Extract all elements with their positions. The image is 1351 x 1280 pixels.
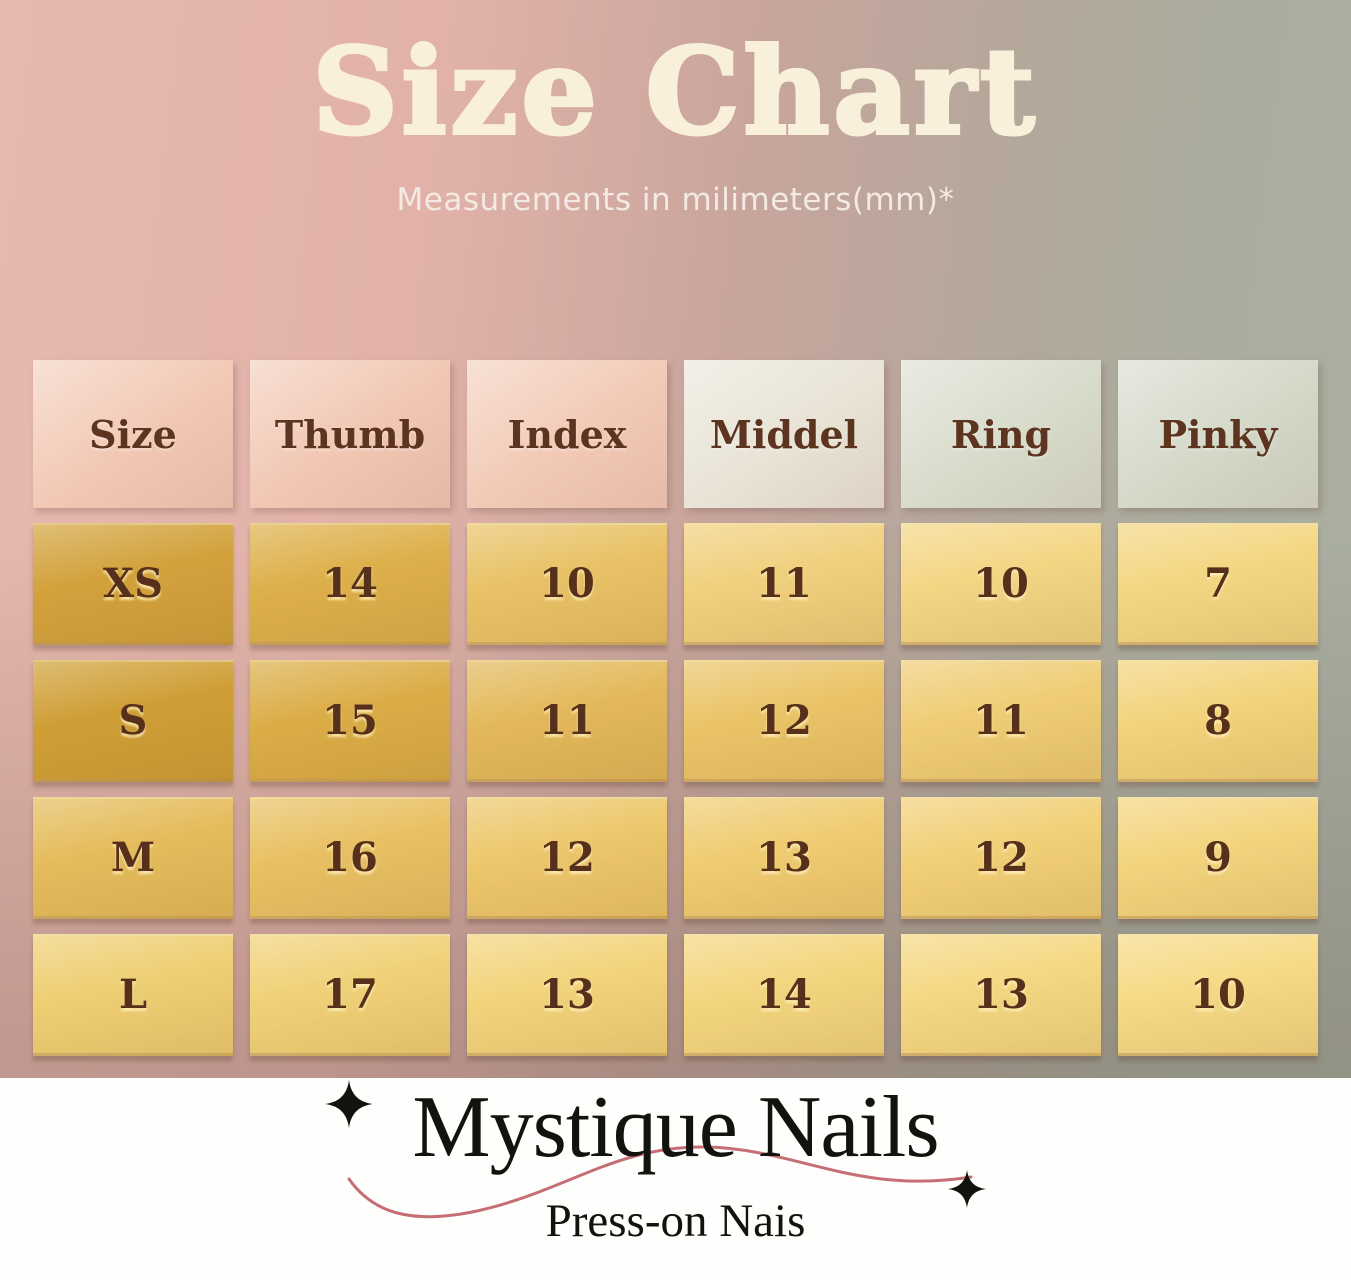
cell-xs-thumb: 14 (250, 523, 450, 645)
brand-tagline: Press-on Nais (545, 1195, 806, 1247)
cell-xs-middle: 11 (684, 523, 884, 645)
cell-l-thumb: 17 (250, 934, 450, 1056)
sparkle-icon (325, 1080, 373, 1128)
size-table: Size Thumb Index Middel Ring Pinky XS 14… (33, 360, 1318, 1056)
cell-m-index: 12 (467, 797, 667, 919)
cell-l-middle: 14 (684, 934, 884, 1056)
cell-l-index: 13 (467, 934, 667, 1056)
cell-s-thumb: 15 (250, 660, 450, 782)
cell-xs-ring: 10 (901, 523, 1101, 645)
sparkle-icon (948, 1170, 986, 1208)
brand-footer: Mystique Nails Press-on Nais (0, 1078, 1351, 1280)
cell-m-pinky: 9 (1118, 797, 1318, 919)
brand-name: Mystique Nails (412, 1079, 939, 1176)
cell-l-pinky: 10 (1118, 934, 1318, 1056)
col-header-ring: Ring (901, 360, 1101, 508)
cell-l-ring: 13 (901, 934, 1101, 1056)
cell-s-index: 11 (467, 660, 667, 782)
row-label-m: M (33, 797, 233, 919)
col-header-thumb: Thumb (250, 360, 450, 508)
cell-xs-index: 10 (467, 523, 667, 645)
cell-s-middle: 12 (684, 660, 884, 782)
red-wave-line (347, 1145, 973, 1219)
col-header-pinky: Pinky (1118, 360, 1318, 508)
cell-s-pinky: 8 (1118, 660, 1318, 782)
col-header-size: Size (33, 360, 233, 508)
cell-xs-pinky: 7 (1118, 523, 1318, 645)
row-label-l: L (33, 934, 233, 1056)
col-header-middle: Middel (684, 360, 884, 508)
cell-m-ring: 12 (901, 797, 1101, 919)
cell-m-middle: 13 (684, 797, 884, 919)
row-label-xs: XS (33, 523, 233, 645)
row-label-s: S (33, 660, 233, 782)
page-title: Size Chart (310, 20, 1039, 163)
col-header-index: Index (467, 360, 667, 508)
subtitle-measurements-note: Measurements in milimeters(mm)* (396, 182, 955, 218)
cell-s-ring: 11 (901, 660, 1101, 782)
cell-m-thumb: 16 (250, 797, 450, 919)
